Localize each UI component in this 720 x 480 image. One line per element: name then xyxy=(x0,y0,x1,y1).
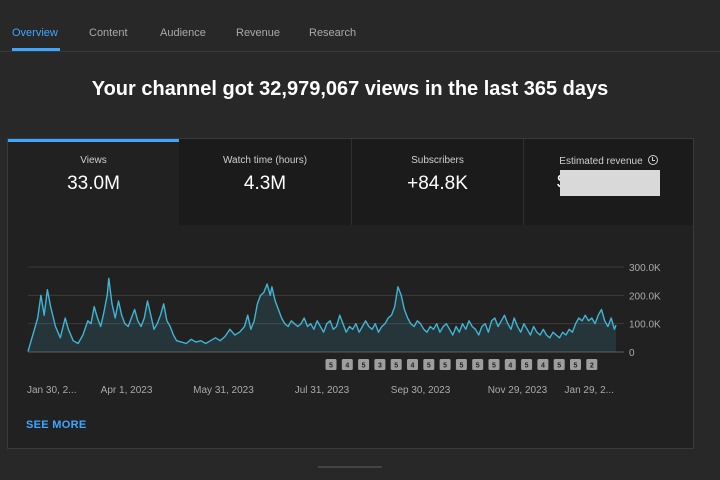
upload-marker xyxy=(488,359,500,370)
tab-research[interactable]: Research xyxy=(309,27,357,39)
x-tick-label: Nov 29, 2023 xyxy=(488,385,548,396)
upload-marker xyxy=(586,359,598,370)
upload-marker xyxy=(358,359,370,370)
upload-marker-count: 5 xyxy=(329,363,333,370)
metric-views-value: 33.0M xyxy=(67,173,120,194)
upload-marker xyxy=(553,359,565,370)
x-tick-label: Sep 30, 2023 xyxy=(391,385,451,396)
x-tick-label: Jan 30, 2... xyxy=(27,385,76,396)
metric-watch-time-value: 4.3M xyxy=(243,173,287,194)
views-area xyxy=(28,278,616,352)
views-series-line xyxy=(27,277,617,352)
upload-marker xyxy=(521,359,533,370)
see-more-link[interactable]: SEE MORE xyxy=(26,419,87,431)
metric-views-label: Views xyxy=(80,155,107,166)
upload-marker-count: 5 xyxy=(476,363,480,370)
clock-icon[interactable] xyxy=(647,155,658,165)
metric-subscribers-value: +84.8K xyxy=(407,173,468,194)
upload-marker-count: 4 xyxy=(411,363,415,370)
upload-marker-count: 5 xyxy=(394,363,398,370)
upload-marker xyxy=(504,359,516,370)
metric-watch-time[interactable]: Watch time (hours) 4.3M xyxy=(179,139,351,225)
upload-marker-count: 5 xyxy=(427,363,431,370)
metric-revenue-label: Estimated revenue xyxy=(559,156,643,167)
upload-marker xyxy=(325,359,337,370)
x-tick-label: Jul 31, 2023 xyxy=(295,385,350,396)
metric-watch-time-label: Watch time (hours) xyxy=(222,155,308,166)
upload-marker xyxy=(439,359,451,370)
upload-marker xyxy=(423,359,435,370)
upload-marker-count: 4 xyxy=(508,363,512,370)
upload-marker xyxy=(374,359,386,370)
page-title: Your channel got 32,979,067 views in the… xyxy=(91,78,609,100)
metric-views[interactable]: Views 33.0M xyxy=(8,139,179,225)
upload-marker-count: 5 xyxy=(362,363,366,370)
upload-marker-count: 5 xyxy=(557,363,561,370)
upload-marker xyxy=(341,359,353,370)
metric-subscribers[interactable]: Subscribers +84.8K xyxy=(352,139,523,225)
x-tick-label: Jan 29, 2... xyxy=(565,385,614,396)
y-tick-label: 300.0K xyxy=(629,263,661,274)
upload-marker-count: 5 xyxy=(574,363,578,370)
upload-marker-count: 4 xyxy=(345,363,349,370)
upload-marker xyxy=(537,359,549,370)
metric-divider xyxy=(351,139,352,225)
upload-marker xyxy=(472,359,484,370)
tab-overview[interactable]: Overview xyxy=(12,27,58,39)
upload-marker-count: 5 xyxy=(459,363,463,370)
upload-marker-count: 5 xyxy=(443,363,447,370)
tab-content[interactable]: Content xyxy=(89,27,128,39)
x-tick-label: Apr 1, 2023 xyxy=(101,385,153,396)
upload-marker-count: 5 xyxy=(492,363,496,370)
upload-marker xyxy=(407,359,418,370)
upload-marker xyxy=(455,359,467,370)
upload-marker-count: 3 xyxy=(378,363,382,370)
upload-marker xyxy=(390,359,402,370)
y-tick-label: 100.0K xyxy=(629,320,661,331)
tab-audience[interactable]: Audience xyxy=(160,27,206,39)
metric-divider xyxy=(523,139,524,225)
upload-marker-count: 2 xyxy=(590,363,594,370)
upload-marker-count: 4 xyxy=(541,363,545,370)
x-tick-label: May 31, 2023 xyxy=(193,385,254,396)
metric-subscribers-label: Subscribers xyxy=(411,155,464,166)
metric-revenue-label-wrap: Estimated revenue xyxy=(524,155,693,167)
y-tick-label: 0 xyxy=(629,348,635,359)
bottom-handle xyxy=(318,466,382,468)
redacted-revenue xyxy=(560,170,660,196)
tab-bar: Overview Content Audience Revenue Resear… xyxy=(0,0,720,52)
active-tab-indicator xyxy=(12,48,60,51)
upload-marker xyxy=(570,359,581,370)
tab-revenue[interactable]: Revenue xyxy=(236,27,281,39)
upload-marker-count: 5 xyxy=(525,363,529,370)
y-tick-label: 200.0K xyxy=(629,291,661,302)
